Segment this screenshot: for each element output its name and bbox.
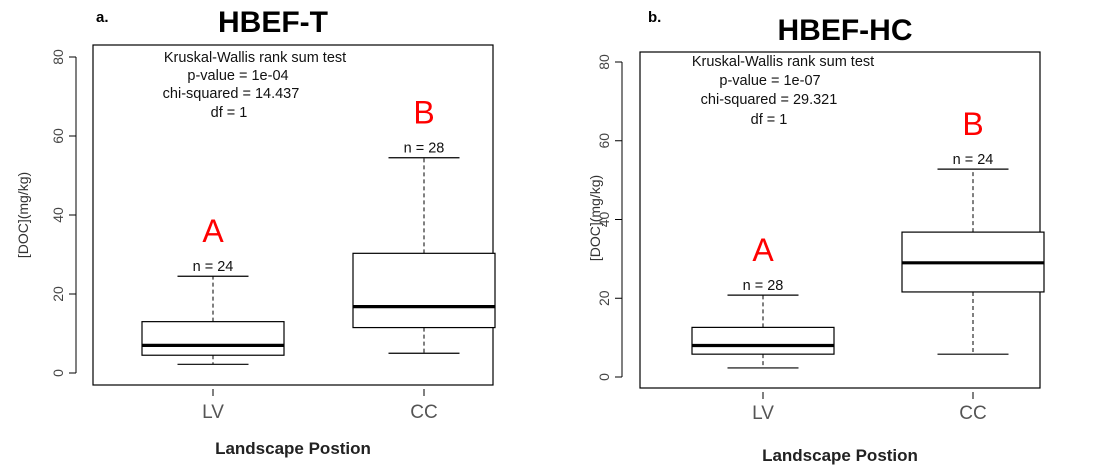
- y-axis: 0 20 40 60 80: [596, 54, 623, 381]
- stat-df: df = 1: [751, 112, 788, 128]
- group-letter: A: [202, 213, 224, 249]
- iqr-box: [141, 321, 285, 356]
- stat-chi-squared: chi-squared = 14.437: [163, 86, 300, 102]
- panel-label: a.: [96, 9, 109, 26]
- iqr-box: [352, 252, 496, 329]
- x-tick-label: LV: [202, 402, 224, 423]
- y-tick-label: 20: [596, 290, 612, 306]
- y-tick-label: 80: [50, 49, 66, 65]
- chart-panel-a: a. HBEF-T Kruskal-Wallis rank sum test p…: [15, 6, 496, 458]
- y-axis: 0 20 40 60 80: [50, 49, 77, 377]
- stat-test-name: Kruskal-Wallis rank sum test: [692, 54, 874, 70]
- x-axis-label: Landscape Postion: [215, 439, 371, 458]
- y-tick-label: 60: [596, 133, 612, 149]
- y-tick-label: 80: [596, 54, 612, 70]
- n-label: n = 28: [404, 141, 445, 157]
- plot-frame: [639, 51, 1041, 389]
- y-tick-label: 0: [50, 369, 66, 377]
- x-axis-label: Landscape Postion: [762, 446, 918, 465]
- x-tick-label: CC: [410, 402, 437, 423]
- n-label: n = 28: [743, 278, 784, 294]
- panel-label: b.: [648, 9, 661, 26]
- box-lv: n = 28 A: [691, 232, 835, 369]
- box-lv: n = 24 A: [141, 213, 285, 365]
- chart-title: HBEF-T: [218, 6, 328, 39]
- stat-chi-squared: chi-squared = 29.321: [701, 92, 838, 108]
- iqr-box: [691, 326, 835, 355]
- group-letter: A: [752, 232, 774, 268]
- group-letter: B: [962, 106, 983, 142]
- n-label: n = 24: [193, 259, 234, 275]
- x-tick-label: CC: [959, 403, 986, 424]
- box-cc: n = 28 B: [352, 95, 496, 354]
- x-axis: LV CC: [752, 392, 987, 424]
- group-letter: B: [413, 95, 434, 131]
- y-tick-label: 40: [50, 207, 66, 223]
- box-cc: n = 24 B: [901, 106, 1045, 355]
- y-tick-label: 0: [596, 373, 612, 381]
- y-axis-label: [DOC](mg/kg): [587, 175, 603, 261]
- plot-frame: [92, 44, 494, 386]
- chart-title: HBEF-HC: [778, 14, 913, 47]
- stat-df: df = 1: [211, 105, 248, 121]
- stat-p-value: p-value = 1e-04: [187, 68, 288, 84]
- y-tick-label: 40: [596, 212, 612, 228]
- x-axis: LV CC: [202, 389, 438, 423]
- n-label: n = 24: [953, 152, 994, 168]
- stat-p-value: p-value = 1e-07: [719, 73, 820, 89]
- chart-panel-b: b. HBEF-HC Kruskal-Wallis rank sum test …: [587, 9, 1045, 465]
- box-series: n = 28 An = 24 B: [691, 106, 1045, 369]
- y-axis-label: [DOC](mg/kg): [15, 172, 31, 258]
- y-tick-label: 60: [50, 128, 66, 144]
- y-tick-label: 20: [50, 286, 66, 302]
- x-tick-label: LV: [752, 403, 774, 424]
- stat-test-name: Kruskal-Wallis rank sum test: [164, 50, 346, 66]
- box-series: n = 24 An = 28 B: [141, 95, 496, 365]
